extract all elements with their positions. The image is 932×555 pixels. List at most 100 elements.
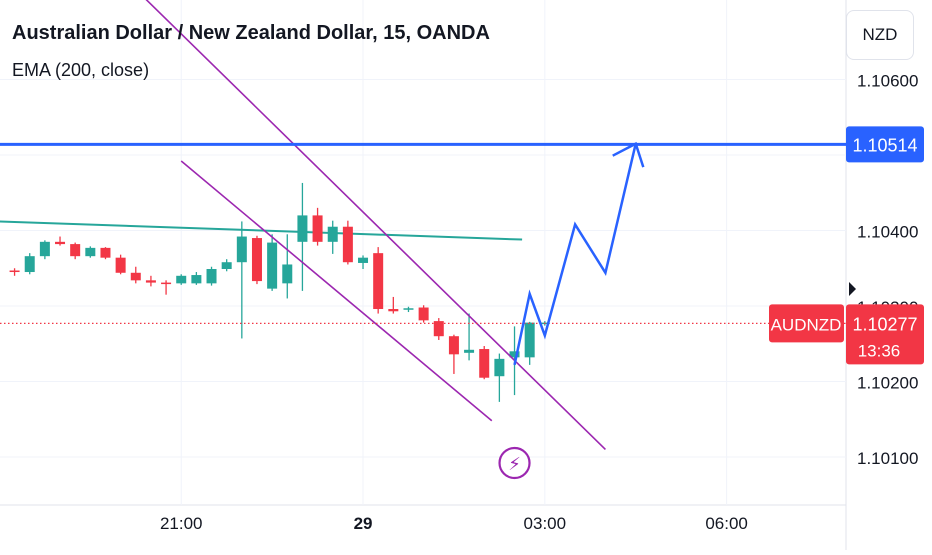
ema-layer: [0, 220, 523, 241]
candle-body: [39, 241, 50, 257]
candle[interactable]: [24, 253, 35, 275]
price-tick-label: 1.10100: [857, 449, 918, 468]
candle-body: [494, 358, 505, 377]
candle-body: [464, 349, 475, 353]
candle[interactable]: [403, 306, 414, 313]
candle-body: [312, 215, 323, 242]
candle[interactable]: [448, 334, 459, 374]
candle[interactable]: [206, 266, 217, 286]
projection-layer: [513, 141, 645, 366]
candle-body: [251, 238, 262, 282]
candle-body: [206, 269, 217, 284]
candle[interactable]: [145, 275, 156, 287]
price-tick-label: 1.10200: [857, 374, 918, 393]
candle-body: [100, 247, 111, 258]
time-tick-label: 29: [354, 514, 373, 533]
scale-arrow-icon[interactable]: [849, 282, 856, 296]
candle-body: [342, 226, 353, 263]
candle-body: [115, 257, 126, 273]
level-price-text: 1.10514: [852, 135, 917, 155]
candle-body: [358, 257, 369, 263]
candle[interactable]: [433, 318, 444, 340]
candle[interactable]: [191, 272, 202, 285]
channel-lower-line[interactable]: [180, 160, 493, 422]
candle-body: [130, 272, 141, 281]
channel-upper-line[interactable]: [75, 0, 606, 451]
candle[interactable]: [418, 305, 429, 323]
time-tick-label: 03:00: [524, 514, 567, 533]
candle-body: [55, 241, 66, 245]
level-price-tag: [846, 126, 924, 163]
candle[interactable]: [39, 240, 50, 260]
candle-body: [418, 307, 429, 321]
candle-body: [403, 308, 414, 310]
candle-body: [388, 309, 399, 312]
candle[interactable]: [236, 221, 247, 339]
candle[interactable]: [85, 246, 96, 258]
channel-layer: [75, 0, 606, 451]
candle-body: [282, 264, 293, 284]
candle[interactable]: [115, 254, 126, 275]
candle-body: [373, 253, 384, 310]
price-tick-label: 1.10400: [857, 223, 918, 242]
candle[interactable]: [55, 236, 66, 246]
candle[interactable]: [327, 220, 338, 254]
candle[interactable]: [9, 268, 20, 276]
price-tick-label: 1.10600: [857, 72, 918, 91]
indicator-legend[interactable]: EMA (200, close): [12, 60, 150, 80]
symbol-tag: [769, 304, 844, 343]
candle-body: [145, 280, 156, 283]
candle-body: [70, 244, 81, 257]
projection-arrowhead-icon: [612, 141, 645, 168]
candle-body: [509, 351, 520, 358]
candle[interactable]: [342, 220, 353, 265]
currency-button[interactable]: NZD: [846, 10, 914, 60]
lightning-icon: ⚡: [508, 454, 521, 475]
candle[interactable]: [251, 235, 262, 285]
candle[interactable]: [312, 207, 323, 246]
candle[interactable]: [70, 242, 81, 260]
symbol-tag-text: AUDNZD: [771, 315, 842, 334]
candle[interactable]: [358, 255, 369, 270]
time-tick-label: 06:00: [705, 514, 748, 533]
candle[interactable]: [100, 247, 111, 260]
projection-path[interactable]: [513, 143, 637, 366]
candle[interactable]: [494, 353, 505, 402]
candle[interactable]: [130, 266, 141, 284]
candle-body: [479, 349, 490, 378]
current-price-text: 1.10277: [852, 314, 917, 334]
event-marker[interactable]: ⚡: [498, 446, 531, 480]
candle-body: [221, 262, 232, 270]
candle[interactable]: [221, 259, 232, 272]
candle-body: [85, 247, 96, 257]
candle[interactable]: [176, 274, 187, 285]
candle-body: [161, 282, 172, 285]
candle-body: [433, 321, 444, 337]
event-layer: ⚡: [498, 446, 531, 480]
vertical-grid: [180, 0, 728, 505]
time-tick-label: 21:00: [160, 514, 203, 533]
ema-line[interactable]: [0, 220, 523, 241]
candle[interactable]: [161, 280, 172, 295]
candle[interactable]: [388, 296, 399, 314]
level-layer: [0, 142, 846, 324]
candle[interactable]: [297, 182, 308, 291]
candle[interactable]: [524, 321, 535, 365]
horizontal-grid: [0, 79, 846, 458]
candle-body: [9, 270, 20, 273]
time-axis-labels: 21:00 29 03:00 06:00: [160, 514, 748, 533]
candles: [9, 182, 550, 402]
candle[interactable]: [464, 313, 475, 361]
candle-body: [448, 336, 459, 355]
candle[interactable]: [267, 234, 278, 291]
candle-body: [524, 322, 535, 358]
candle[interactable]: [373, 247, 384, 314]
candle-body: [297, 215, 308, 242]
candle-body: [191, 275, 202, 284]
candle-body: [24, 256, 35, 273]
price-tags: 1.10514 AUDNZD 1.10277 13:36: [769, 126, 924, 365]
candle[interactable]: [282, 234, 293, 299]
candle[interactable]: [479, 346, 490, 380]
